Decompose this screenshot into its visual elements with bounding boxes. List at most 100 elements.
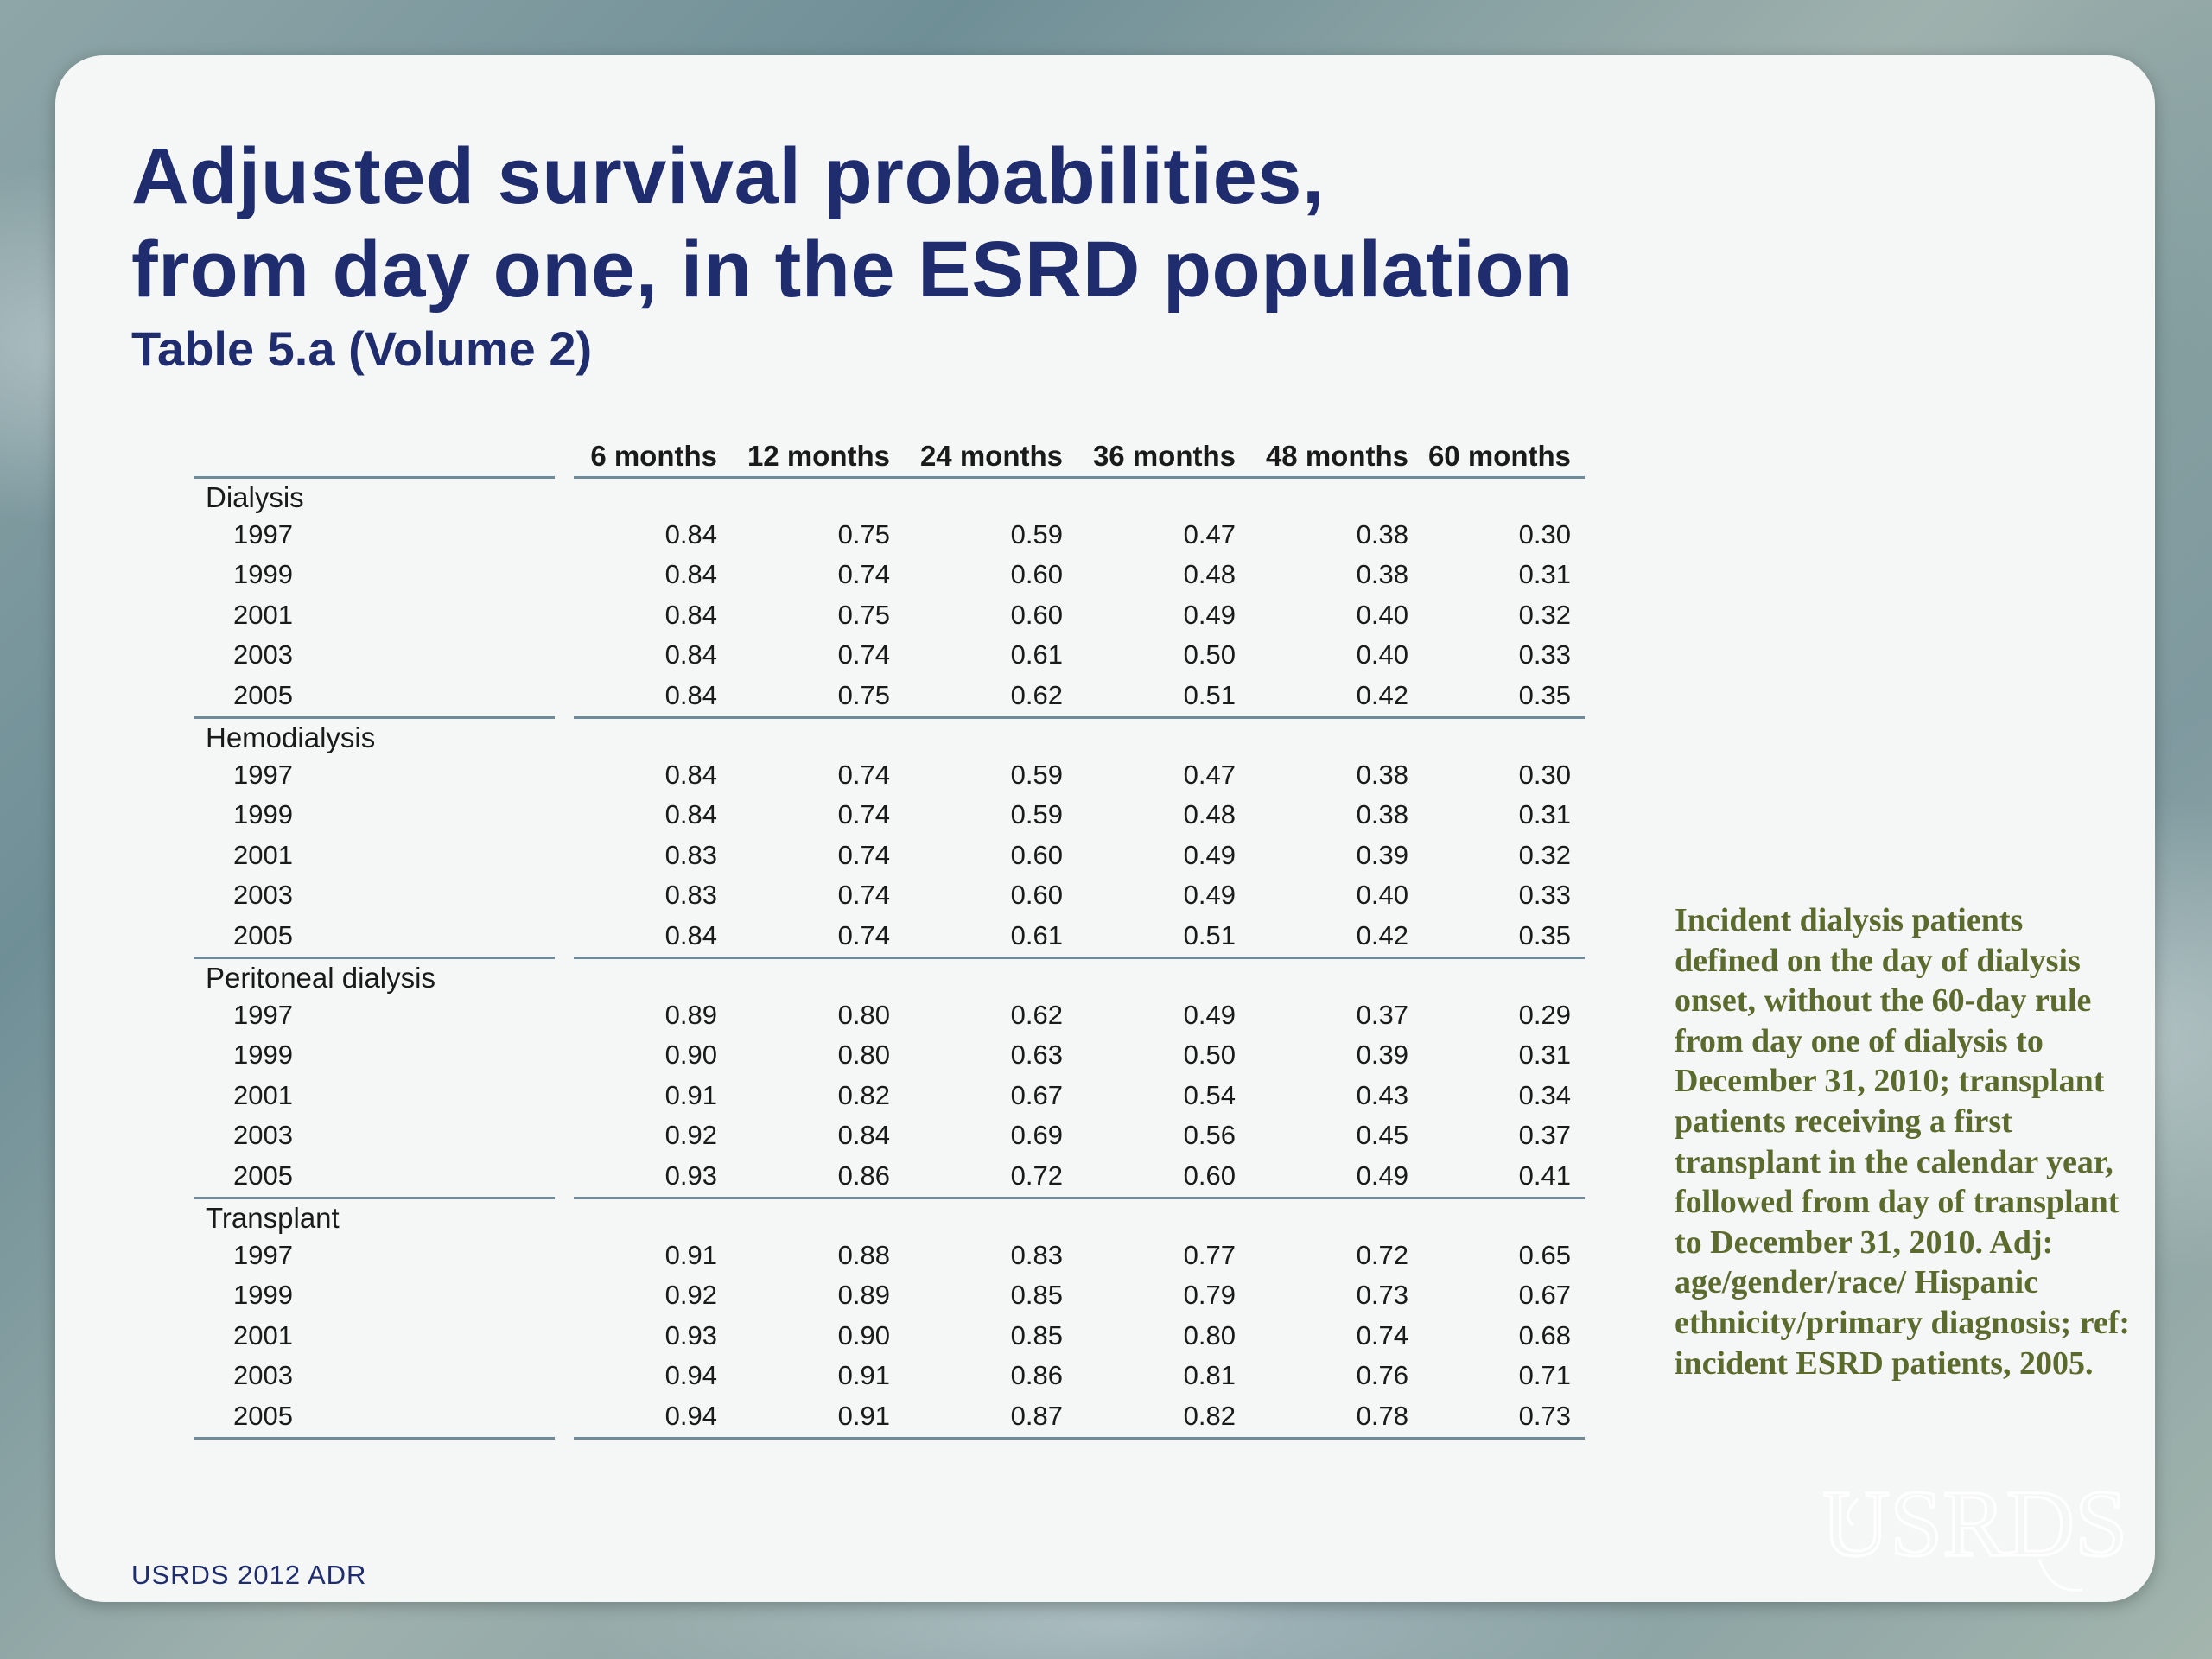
table-cell: 0.33 [1518,639,1571,671]
row-year-label: 2005 [233,1400,293,1431]
table-cell: 0.37 [1356,1000,1408,1030]
table-cell: 0.31 [1518,1039,1571,1071]
table-cell: 0.84 [664,599,717,630]
table-cell: 0.84 [664,799,717,830]
row-year-label: 1997 [233,519,293,550]
table-cell: 0.83 [664,839,717,870]
table-cell: 0.47 [1183,519,1236,550]
table-cell: 0.75 [837,599,890,630]
table-cell: 0.92 [664,1280,717,1311]
table-rule-right [574,956,1585,959]
table-cell: 0.72 [1010,1160,1063,1191]
table-cell: 0.48 [1183,559,1236,590]
table-cell: 0.91 [664,1240,717,1270]
table-cell: 0.51 [1183,679,1236,710]
table-cell: 0.37 [1518,1120,1571,1151]
table-cell: 0.29 [1518,1000,1571,1030]
table-cell: 0.93 [664,1160,717,1191]
footer-source: USRDS 2012 ADR [131,1560,367,1590]
table-cell: 0.59 [1010,760,1063,790]
table-cell: 0.49 [1356,1160,1408,1191]
table-cell: 0.83 [1010,1240,1063,1270]
table-cell: 0.50 [1183,639,1236,671]
table-cell: 0.90 [837,1319,890,1351]
table-cell: 0.38 [1356,799,1408,830]
table-header-row: 6 months 12 months 24 months 36 months 48 mo… [194,436,1585,476]
table-cell: 0.73 [1518,1400,1571,1431]
table-cell: 0.30 [1518,519,1571,550]
table-cell: 0.74 [837,839,890,870]
table-rule-left [194,1436,555,1440]
row-year-label: 2001 [233,839,293,870]
table-cell: 0.60 [1010,839,1063,870]
row-year-label: 2003 [233,639,293,671]
table-cell: 0.34 [1518,1079,1571,1110]
table-cell: 0.82 [1183,1400,1236,1431]
table-cell: 0.60 [1010,880,1063,911]
table-cell: 0.75 [837,519,890,550]
survival-table: 6 months 12 months 24 months 36 months 48 mo… [194,436,1585,1440]
table-cell: 0.86 [837,1160,890,1191]
table-cell: 0.78 [1356,1400,1408,1431]
table-cell: 0.83 [664,880,717,911]
table-cell: 0.94 [664,1400,717,1431]
table-cell: 0.84 [664,679,717,710]
table-cell: 0.82 [837,1079,890,1110]
table-cell: 0.74 [1356,1319,1408,1351]
table-cell: 0.84 [664,919,717,950]
footnote-text: Incident dialysis patients defined on th… [1675,902,2131,1382]
group-label: Peritoneal dialysis [206,962,435,994]
table-cell: 0.80 [1183,1319,1236,1351]
table-rule-right [574,1436,1585,1440]
table-cell: 0.63 [1010,1039,1063,1071]
column-header: 6 months [590,440,717,472]
table-cell: 0.40 [1356,639,1408,671]
logo-text: USRDS [1823,1471,2126,1576]
table-rule-right [574,476,1585,479]
table-cell: 0.89 [664,1000,717,1030]
row-year-label: 1997 [233,1000,293,1030]
table-cell: 0.54 [1183,1079,1236,1110]
row-year-label: 1999 [233,1280,293,1311]
table-cell: 0.84 [664,639,717,671]
table-cell: 0.60 [1183,1160,1236,1191]
table-cell: 0.81 [1183,1360,1236,1391]
table-cell: 0.50 [1183,1039,1236,1071]
table-rule-left [194,476,555,479]
table-cell: 0.60 [1010,559,1063,590]
table-cell: 0.35 [1518,679,1571,710]
table-cell: 0.91 [664,1079,717,1110]
table-cell: 0.93 [664,1319,717,1351]
table-cell: 0.62 [1010,1000,1063,1030]
table-cell: 0.85 [1010,1319,1063,1351]
slide-title: Adjusted survival probabilities, from da… [131,130,1573,316]
table-cell: 0.32 [1518,599,1571,630]
table-cell: 0.94 [664,1360,717,1391]
table-cell: 0.87 [1010,1400,1063,1431]
title-line-1: Adjusted survival probabilities, [131,132,1325,220]
table-cell: 0.76 [1356,1360,1408,1391]
table-cell: 0.62 [1010,679,1063,710]
table-cell: 0.71 [1518,1360,1571,1391]
table-cell: 0.69 [1010,1120,1063,1151]
table-cell: 0.38 [1356,559,1408,590]
row-year-label: 2003 [233,880,293,911]
table-rule-left [194,1196,555,1199]
group-label: Dialysis [206,481,304,513]
table-rule-left [194,956,555,959]
table-cell: 0.68 [1518,1319,1571,1351]
slide-card [55,55,2155,1602]
column-header: 12 months [747,440,890,472]
table-cell: 0.60 [1010,599,1063,630]
table-cell: 0.67 [1518,1280,1571,1311]
group-label: Hemodialysis [206,721,376,753]
table-rule-right [574,1196,1585,1199]
table-cell: 0.49 [1183,599,1236,630]
table-cell: 0.61 [1010,919,1063,950]
table-cell: 0.74 [837,799,890,830]
column-header: 48 months [1265,440,1408,472]
table-cell: 0.74 [837,919,890,950]
table-cell: 0.32 [1518,839,1571,870]
table-cell: 0.42 [1356,919,1408,950]
column-header: 36 months [1092,440,1236,472]
